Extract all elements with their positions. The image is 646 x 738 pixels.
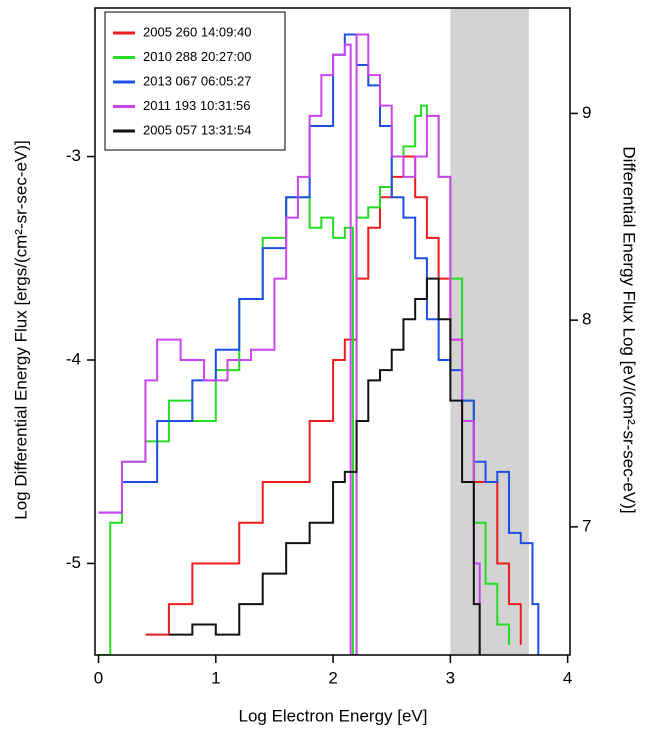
x-tick-label: 4 [563, 668, 572, 687]
legend-label: 2011 193 10:31:56 [143, 98, 250, 113]
y-tick-label: -5 [66, 553, 81, 572]
series-line [98, 104, 511, 655]
y-axis-label: Log Differential Energy Flux [ergs/(cm²-… [11, 140, 30, 519]
x-axis-label: Log Electron Energy [eV] [238, 706, 427, 725]
plot-area [98, 33, 540, 655]
legend-label: 2013 067 06:05:27 [143, 73, 251, 88]
x-tick-label: 1 [211, 668, 220, 687]
y-tick-label: -3 [66, 146, 81, 165]
y2-tick-label: 7 [582, 516, 591, 535]
x-tick-label: 0 [94, 668, 103, 687]
y2-tick-label: 9 [582, 103, 591, 122]
x-tick-label: 3 [446, 668, 455, 687]
series-line [168, 277, 481, 655]
legend: 2005 260 14:09:40 2010 288 20:27:00 2013 0… [104, 11, 286, 151]
y2-tick-label: 8 [582, 310, 591, 329]
shaded-region [450, 8, 529, 655]
series-line [98, 33, 481, 655]
x-tick-label: 2 [328, 668, 337, 687]
legend-label: 2010 288 20:27:00 [143, 49, 251, 64]
legend-label: 2005 057 13:31:54 [143, 122, 251, 137]
y2-axis-label: Differential Energy Flux Log [eV/(cm²-sr… [620, 146, 639, 513]
y-tick-label: -4 [66, 349, 81, 368]
legend-label: 2005 260 14:09:40 [143, 24, 251, 39]
